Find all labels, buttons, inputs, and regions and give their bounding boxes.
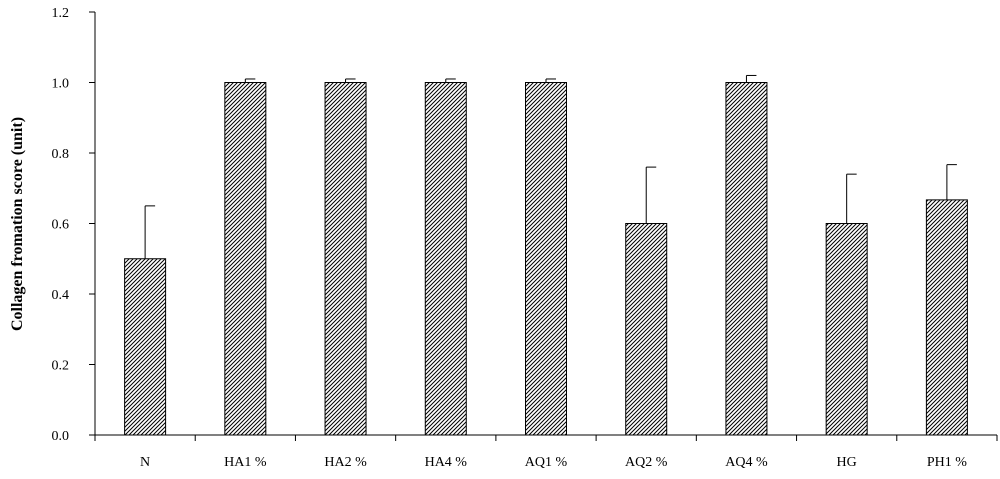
x-tick-label: PH1 % [927,455,967,470]
x-tick-label: AQ2 % [625,455,668,470]
x-tick-label: AQ4 % [725,455,768,470]
y-tick-label: 0.4 [52,288,70,303]
error-bars [144,74,957,259]
bar [324,82,367,436]
bar [525,82,567,436]
bar [224,82,267,436]
y-tick-label: 0.2 [52,359,70,374]
x-tick-label: HA4 % [425,455,468,470]
bar [925,199,968,436]
x-tick-label: HA2 % [324,455,367,470]
bar [124,258,167,436]
y-tick-label: 0.6 [52,218,70,233]
y-axis-label: Collagen fromation score (unit) [9,117,26,331]
bar [625,223,668,436]
bars [124,82,968,436]
x-axis-ticks: N HA1 % HA2 % HA4 % AQ1 % AQ2 % AQ4 % HG PH1 % [94,435,998,470]
y-tick-label: 1.2 [52,6,70,21]
x-tick-label: HA1 % [224,455,267,470]
bar [825,223,868,436]
y-tick-label: 1.0 [52,77,70,92]
y-axis-ticks: 0.0 0.2 0.4 0.6 0.8 1.0 1.2 [52,6,95,444]
bar [424,82,467,436]
bar [725,82,768,436]
y-tick-label: 0.8 [52,147,70,162]
x-tick-label: N [140,455,150,470]
y-tick-label: 0.0 [52,429,70,444]
x-tick-label: AQ1 % [525,455,568,470]
x-tick-label: HG [837,455,857,470]
